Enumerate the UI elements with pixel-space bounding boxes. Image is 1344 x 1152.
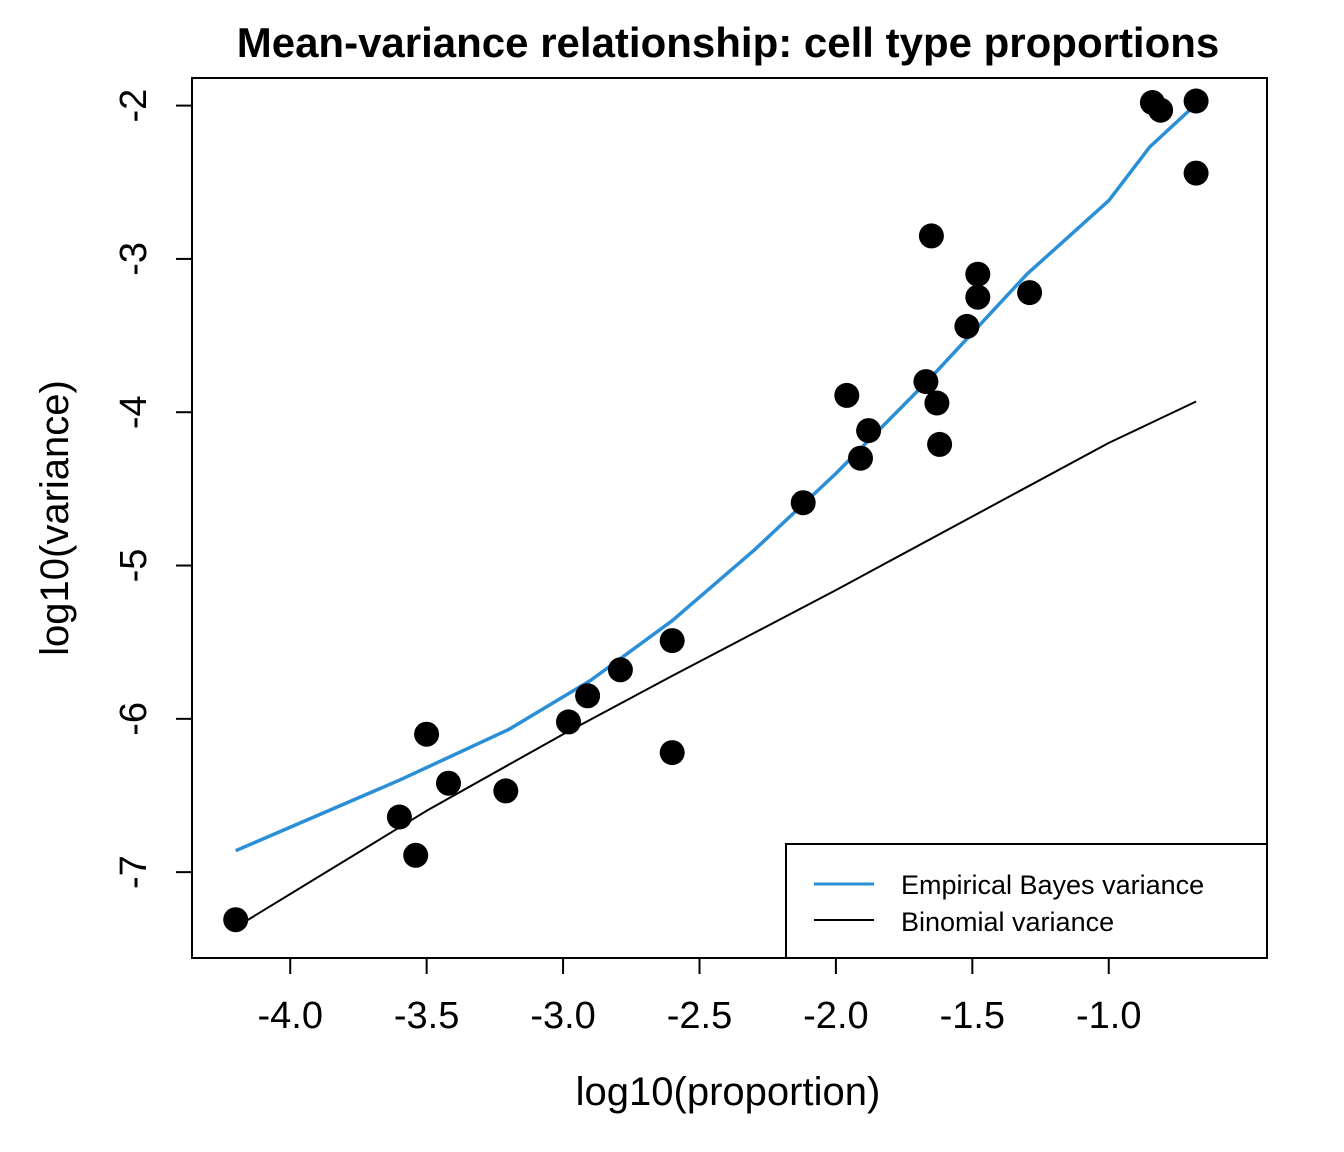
data-point [575, 683, 601, 709]
plot-frame [191, 77, 1268, 959]
legend-label-empirical-bayes: Empirical Bayes variance [901, 870, 1204, 900]
y-tick-label: -7 [113, 855, 155, 889]
data-point [954, 313, 980, 339]
data-point [436, 770, 461, 796]
y-tick-label: -4 [113, 395, 155, 429]
x-axis-label: log10(proportion) [576, 1070, 881, 1114]
empirical-bayes-variance-line [235, 102, 1198, 853]
data-point [1183, 88, 1209, 114]
legend-label-binomial: Binomial variance [901, 907, 1114, 937]
data-point [403, 842, 429, 868]
data-point [1017, 280, 1043, 306]
data-point [924, 390, 950, 416]
data-point [556, 709, 581, 735]
y-tick-label: -6 [113, 702, 155, 736]
data-point [918, 223, 944, 249]
data-point [414, 721, 440, 747]
x-tick-label: -2.5 [667, 995, 732, 1037]
y-tick-label: -5 [113, 549, 155, 583]
legend-box [785, 843, 1268, 959]
data-point [834, 382, 860, 408]
data-point [965, 261, 991, 287]
data-point [1148, 97, 1174, 123]
series-lines [235, 102, 1198, 929]
x-tick-label: -1.0 [1076, 995, 1141, 1037]
data-point [659, 628, 685, 654]
data-point [223, 907, 249, 933]
x-tick-label: -4.0 [257, 995, 322, 1037]
binomial-variance-line [235, 400, 1197, 929]
legend: Empirical Bayes variance Binomial varian… [785, 843, 1268, 959]
data-point [913, 369, 939, 395]
data-point [493, 778, 519, 804]
y-axis-label: log10(variance) [33, 380, 77, 656]
x-axis: -4.0 -3.5 -3.0 -2.5 -2.0 -1.5 -1.0 [257, 957, 1141, 1037]
data-point [848, 445, 873, 471]
x-tick-label: -3.0 [530, 995, 595, 1037]
data-point [386, 804, 412, 830]
x-tick-label: -2.0 [803, 995, 868, 1037]
y-tick-label: -2 [113, 89, 155, 123]
x-tick-label: -1.5 [940, 995, 1005, 1037]
y-axis: -7 -6 -5 -4 -3 -2 [113, 89, 193, 889]
data-point [607, 657, 633, 683]
data-point [965, 284, 991, 310]
data-point [927, 431, 953, 457]
data-point [790, 490, 816, 516]
x-tick-label: -3.5 [394, 995, 459, 1037]
data-point [1183, 160, 1209, 186]
chart-title: Mean-variance relationship: cell type pr… [237, 19, 1220, 66]
data-points [223, 88, 1209, 933]
y-tick-label: -3 [113, 242, 155, 276]
data-point [659, 740, 685, 766]
data-point [856, 418, 882, 444]
